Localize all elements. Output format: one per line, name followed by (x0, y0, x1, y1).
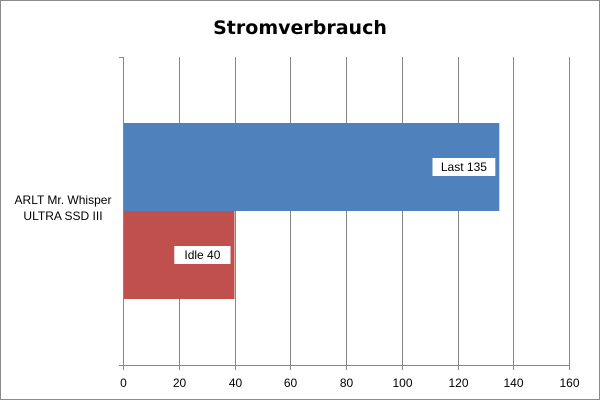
data-label-box (174, 246, 231, 264)
x-tick-label-140: 140 (503, 376, 523, 390)
x-tick-label-20: 20 (173, 376, 187, 390)
x-tick-label-60: 60 (284, 376, 298, 390)
x-tick-label-0: 0 (120, 376, 127, 390)
x-tick-label-40: 40 (229, 376, 243, 390)
x-tick-label-80: 80 (340, 376, 354, 390)
data-label-box (432, 158, 496, 176)
chart-title: Stromverbrauch (213, 17, 387, 39)
category-label: ARLT Mr. Whisper ULTRA SSD III (15, 193, 112, 223)
data-label-text: Idle 40 (184, 248, 220, 262)
category-label-line-2: ULTRA SSD III (23, 209, 102, 223)
x-tick-label-100: 100 (392, 376, 412, 390)
data-label-idle: Idle 40 (174, 246, 231, 264)
category-label-line-1: ARLT Mr. Whisper (15, 193, 112, 207)
x-tick-label-160: 160 (559, 376, 579, 390)
axes (119, 57, 570, 370)
data-label-last: Last 135 (432, 158, 496, 176)
bars (123, 123, 500, 299)
labels: Last 135 Idle 40 0 20 40 60 80 100 120 140 160 ARLT… (15, 158, 580, 390)
data-label-text: Last 135 (441, 160, 487, 174)
x-tick-label-120: 120 (448, 376, 468, 390)
